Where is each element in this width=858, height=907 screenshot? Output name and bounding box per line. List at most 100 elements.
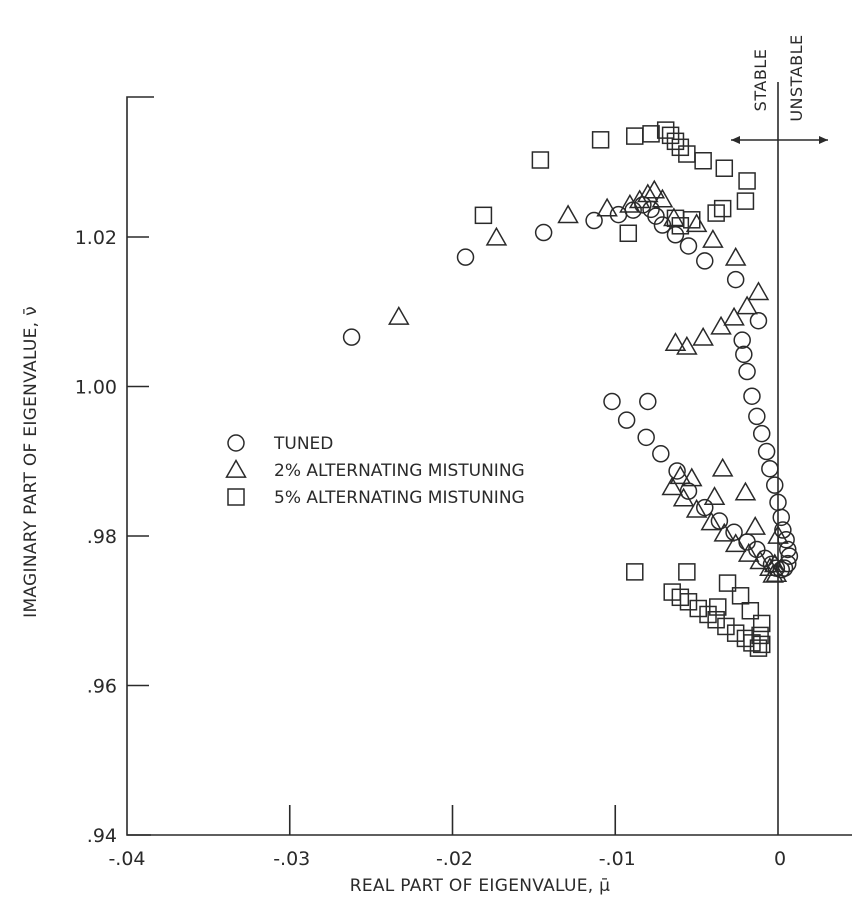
arrow-head-right [819, 136, 828, 144]
circle-point [696, 252, 714, 270]
square-point [678, 145, 696, 163]
circle-point [774, 521, 792, 539]
triangle-point [596, 197, 618, 217]
y-tick-label: .98 [87, 526, 117, 548]
square-point [671, 138, 690, 157]
triangle-point [744, 516, 767, 535]
square-point [679, 593, 698, 611]
y-axis-line [126, 96, 154, 836]
square-point [707, 204, 725, 222]
triangle-point [723, 306, 745, 326]
stable-label: STABLE [751, 49, 770, 112]
triangle-point [724, 246, 747, 266]
y-axis-title: IMAGINARY PART OF EIGENVALUE, ν̄ [21, 306, 41, 618]
circle-point [637, 428, 655, 447]
circle-point [617, 411, 636, 429]
circle-point [743, 387, 761, 405]
legend-label: TUNED [273, 434, 333, 454]
x-tick-label: -.04 [108, 848, 145, 870]
legend-label: 2% ALTERNATING MISTUNING [274, 461, 525, 481]
y-tick-label: .94 [87, 825, 117, 847]
series-circle [342, 196, 799, 579]
circle-point [761, 459, 779, 478]
triangle-point [485, 226, 508, 246]
triangle-point [700, 511, 723, 531]
unstable-label: UNSTABLE [787, 34, 806, 121]
series-triangle [388, 179, 789, 583]
y-tick-label: .96 [87, 676, 117, 698]
triangle-point [702, 228, 724, 248]
square-point [752, 614, 771, 633]
markers-group [342, 121, 799, 657]
square-point [713, 199, 732, 218]
x-axis-title: REAL PART OF EIGENVALUE, μ̄ [350, 876, 611, 896]
triangle-point [747, 281, 770, 301]
square-point [707, 610, 725, 629]
arrow-head-left [731, 136, 740, 144]
square-point [666, 209, 685, 228]
circle-point [772, 508, 791, 527]
legend: TUNED 2% ALTERNATING MISTUNING 5% ALTERNAT… [225, 434, 525, 508]
square-point [626, 127, 644, 145]
triangle-point [767, 524, 789, 544]
triangle-point [762, 563, 784, 583]
circle-point [647, 207, 665, 225]
square-point [752, 635, 771, 654]
triangle-point [680, 467, 703, 487]
square-point [666, 132, 685, 151]
square-point [661, 126, 680, 145]
triangle-point [692, 326, 714, 346]
triangle-point [643, 179, 666, 199]
circle-point [603, 392, 621, 411]
square-point [682, 211, 701, 229]
square-point [642, 125, 660, 143]
triangle-point [628, 189, 651, 209]
legend-circle-marker [227, 434, 245, 452]
x-tick-label: -.02 [436, 848, 473, 870]
circle-point [456, 248, 475, 266]
circle-point [749, 311, 768, 330]
triangle-point [711, 457, 734, 477]
axes-group: .94 .96 .98 1.00 1.02 -.04 -.03 -.02 -.01 0 REAL P… [21, 82, 852, 896]
triangle-point [637, 183, 659, 203]
triangle-point [676, 335, 698, 355]
circle-point [585, 211, 603, 230]
y-tick-label: 1.00 [75, 377, 117, 399]
circle-point [666, 226, 685, 244]
circle-point [738, 362, 756, 381]
square-point [715, 159, 734, 177]
square-point [619, 224, 638, 243]
square-point [694, 152, 712, 170]
triangle-point [724, 533, 747, 553]
triangle-point [619, 193, 641, 213]
circle-point [342, 328, 361, 346]
circle-point [668, 462, 686, 480]
triangle-point [661, 476, 684, 496]
square-point [717, 617, 735, 636]
triangle-point [736, 295, 758, 315]
x-tick-label: -.01 [599, 848, 636, 870]
square-point [626, 563, 644, 581]
circle-point [752, 424, 771, 443]
square-point [731, 587, 750, 605]
triangle-point [685, 213, 708, 233]
triangle-point [763, 553, 786, 573]
circle-point [779, 540, 797, 559]
square-point [531, 151, 550, 169]
square-point [678, 563, 696, 581]
legend-triangle-marker [225, 458, 247, 478]
triangle-point [557, 204, 579, 224]
square-point [751, 626, 769, 645]
circle-point [726, 270, 745, 289]
circle-point [679, 237, 698, 255]
square-point [591, 131, 610, 149]
triangle-point [669, 465, 692, 485]
circle-point [652, 445, 670, 463]
annotations-group: STABLE UNSTABLE [731, 34, 828, 144]
legend-label: 5% ALTERNATING MISTUNING [274, 488, 525, 508]
circle-point [780, 547, 799, 565]
x-tick-label: 0 [774, 848, 786, 870]
triangle-point [713, 522, 736, 542]
